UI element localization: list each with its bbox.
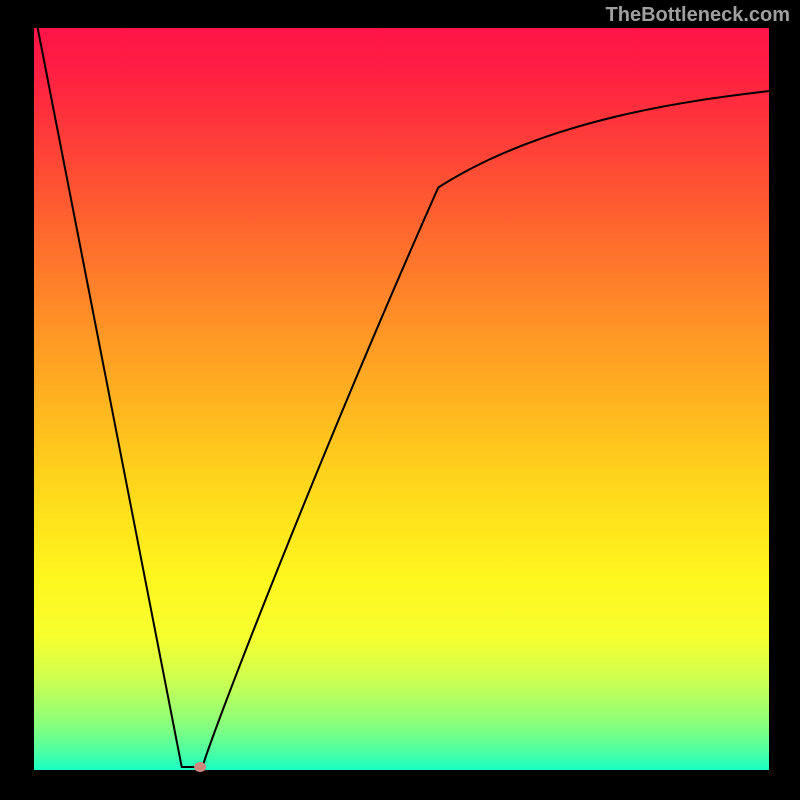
image-frame: TheBottleneck.com <box>0 0 800 800</box>
gradient-background <box>34 28 769 770</box>
notch-marker-dot <box>194 762 206 772</box>
bottleneck-chart <box>0 0 800 800</box>
attribution-text: TheBottleneck.com <box>606 4 790 27</box>
